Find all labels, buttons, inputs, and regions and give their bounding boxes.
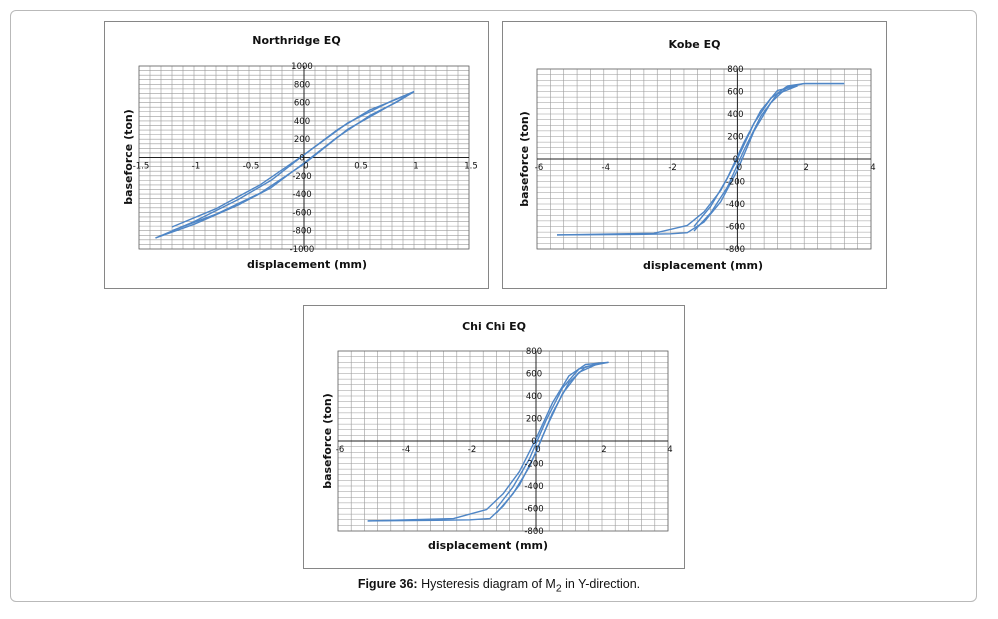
y-tick-label: -600 (726, 223, 745, 233)
y-tick-label: -800 (292, 227, 311, 237)
series-line-4 (693, 85, 798, 227)
x-tick-label: -2 (468, 445, 476, 455)
x-tick-label: 4 (870, 163, 875, 173)
x-tick-label: -4 (402, 445, 410, 455)
chart-kobe: Kobe EQ -6 -4 -2 0 2 4 -800 -600 -400 -200 0 200 400… (502, 21, 887, 289)
series-line-3 (693, 85, 798, 232)
series-line-3 (171, 90, 415, 232)
y-tick-label: 400 (294, 117, 310, 127)
y-tick-label: 400 (727, 110, 743, 120)
y-tick-label: 0 (299, 154, 304, 164)
y-tick-label: 600 (526, 370, 542, 380)
y-tick-label: 200 (526, 415, 542, 425)
series-line-4 (495, 362, 599, 509)
caption-label: Figure 36: (357, 577, 418, 591)
x-axis-label: displacement (mm) (643, 259, 763, 272)
y-tick-label: 0 (531, 437, 536, 447)
caption-text-end: in Y-direction. (561, 577, 641, 591)
y-tick-label: 800 (526, 347, 542, 357)
x-tick-label: 0 (737, 163, 742, 173)
y-tick-label: 0 (733, 155, 738, 165)
y-tick-label: 600 (294, 99, 310, 109)
y-tick-label: -400 (726, 200, 745, 210)
y-tick-label: 1000 (291, 62, 313, 72)
x-tick-label: 2 (803, 163, 808, 173)
chart-title: Chi Chi EQ (462, 320, 526, 333)
caption-text: Hysteresis diagram of M (421, 577, 556, 591)
chart-chichi: Chi Chi EQ -6 -4 -2 0 2 4 -800 -600 -400 -200 0 200… (303, 305, 685, 569)
y-tick-label: -600 (524, 505, 543, 515)
x-tick-label: 4 (667, 445, 672, 455)
y-tick-label: -1000 (290, 245, 315, 255)
chart-title: Northridge EQ (252, 34, 341, 47)
x-axis-label: displacement (mm) (247, 258, 367, 271)
x-tick-label: 1 (413, 162, 418, 172)
x-tick-label: 1.5 (464, 162, 478, 172)
y-tick-label: -800 (524, 527, 543, 537)
chart-title: Kobe EQ (668, 38, 721, 51)
x-tick-label: 0.5 (354, 162, 368, 172)
series-line-1 (556, 82, 845, 236)
x-axis-label: displacement (mm) (428, 539, 548, 552)
y-tick-label: 800 (727, 65, 743, 75)
x-tick-label: -0.5 (243, 162, 260, 172)
y-tick-label: -400 (292, 190, 311, 200)
x-tick-label: -6 (336, 445, 344, 455)
x-tick-label: 0 (303, 162, 308, 172)
series-line-2 (556, 82, 845, 236)
figure-caption: Figure 36: Hysteresis diagram of M2 in Y… (0, 577, 998, 595)
y-tick-label: -200 (524, 460, 543, 470)
y-tick-label: -800 (726, 245, 745, 255)
x-tick-label: 2 (601, 445, 606, 455)
series-line-3 (495, 362, 599, 514)
caption-subscript: 2 (555, 583, 562, 595)
y-tick-label: -200 (726, 178, 745, 188)
y-tick-label: -200 (292, 172, 311, 182)
y-tick-label: -400 (524, 482, 543, 492)
y-tick-label: 200 (294, 135, 310, 145)
y-tick-label: 200 (727, 133, 743, 143)
chart-northridge-plot: -1.5 -1 -0.5 0 0.5 1 1.5-1000-800-600-400-2000… (122, 62, 478, 271)
x-tick-label: -1 (192, 162, 200, 172)
x-tick-label: -1.5 (133, 162, 150, 172)
y-axis-label: baseforce (ton) (321, 393, 334, 489)
y-tick-label: -600 (292, 208, 311, 218)
x-tick-label: -6 (535, 163, 543, 173)
x-tick-label: 0 (535, 445, 540, 455)
y-tick-label: 400 (526, 392, 542, 402)
x-tick-label: -2 (668, 163, 676, 173)
y-tick-label: 800 (294, 80, 310, 90)
y-axis-label: baseforce (ton) (518, 111, 531, 207)
chart-northridge: Northridge EQ -1.5 -1 -0.5 0 0.5 1 1.5 -1000 -80… (104, 21, 489, 289)
y-axis-label: baseforce (ton) (122, 109, 135, 205)
chart-kobe-plot: -6 -4 -2 0 2 4 -800 -600 -400 -200 0 200 400 600 800 di… (518, 65, 876, 272)
y-tick-label: 600 (727, 88, 743, 98)
x-tick-label: -4 (602, 163, 610, 173)
series-line-4 (171, 90, 415, 228)
chart-chichi-plot: -6 -4 -2 0 2 4 -800 -600 -400 -200 0 200 400 600 800 di… (321, 347, 673, 552)
